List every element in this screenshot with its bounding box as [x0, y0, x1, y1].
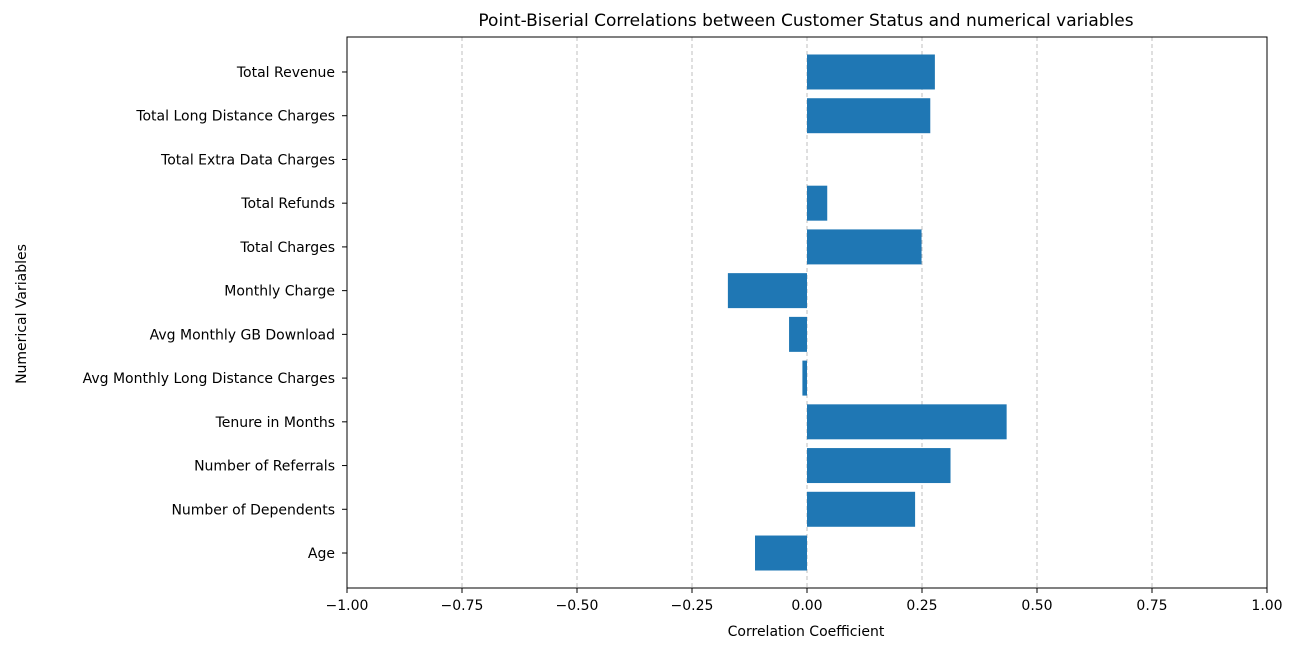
y-tick-label: Avg Monthly GB Download — [150, 327, 335, 343]
x-tick-label: 0.25 — [906, 598, 937, 614]
x-tick-label: −0.75 — [441, 598, 484, 614]
bar — [789, 316, 807, 352]
bar — [807, 229, 922, 265]
y-tick-label: Monthly Charge — [224, 284, 335, 300]
y-tick-label: Total Long Distance Charges — [135, 109, 335, 125]
x-tick-label: 0.75 — [1136, 598, 1167, 614]
bar — [807, 448, 951, 484]
bar — [755, 535, 807, 571]
y-tick-label: Avg Monthly Long Distance Charges — [83, 371, 335, 387]
y-tick-label: Total Revenue — [236, 65, 335, 81]
x-tick-label: 0.00 — [791, 598, 822, 614]
x-axis-label: Correlation Coefficient — [728, 624, 885, 640]
bars — [727, 54, 1007, 571]
y-axis-ticks: Age Number of Dependents Number of Referra… — [83, 65, 347, 562]
x-tick-label: −0.50 — [556, 598, 599, 614]
bar — [807, 404, 1007, 440]
y-tick-label: Number of Referrals — [194, 459, 335, 475]
bar — [727, 273, 807, 309]
chart-title: Point-Biserial Correlations between Cust… — [478, 11, 1133, 31]
bar — [807, 54, 935, 90]
bar — [807, 185, 828, 221]
x-tick-label: −0.25 — [671, 598, 714, 614]
plot-frame — [346, 36, 1268, 589]
y-tick-label: Number of Dependents — [171, 502, 335, 518]
y-tick-label: Total Charges — [239, 240, 335, 256]
y-axis-label: Numerical Variables — [14, 244, 30, 384]
bar — [807, 491, 916, 527]
bar — [802, 360, 807, 396]
y-tick-label: Total Refunds — [240, 196, 335, 212]
x-axis-ticks: −1.00 −0.75 −0.50 −0.25 0.00 0.25 0.50 0.75 1.00 — [326, 588, 1283, 614]
bar — [807, 98, 931, 134]
y-tick-label: Age — [308, 546, 335, 562]
x-tick-label: 0.50 — [1021, 598, 1052, 614]
y-tick-label: Tenure in Months — [215, 415, 335, 431]
y-tick-label: Total Extra Data Charges — [160, 152, 335, 168]
x-tick-label: 1.00 — [1251, 598, 1282, 614]
x-tick-label: −1.00 — [326, 598, 369, 614]
